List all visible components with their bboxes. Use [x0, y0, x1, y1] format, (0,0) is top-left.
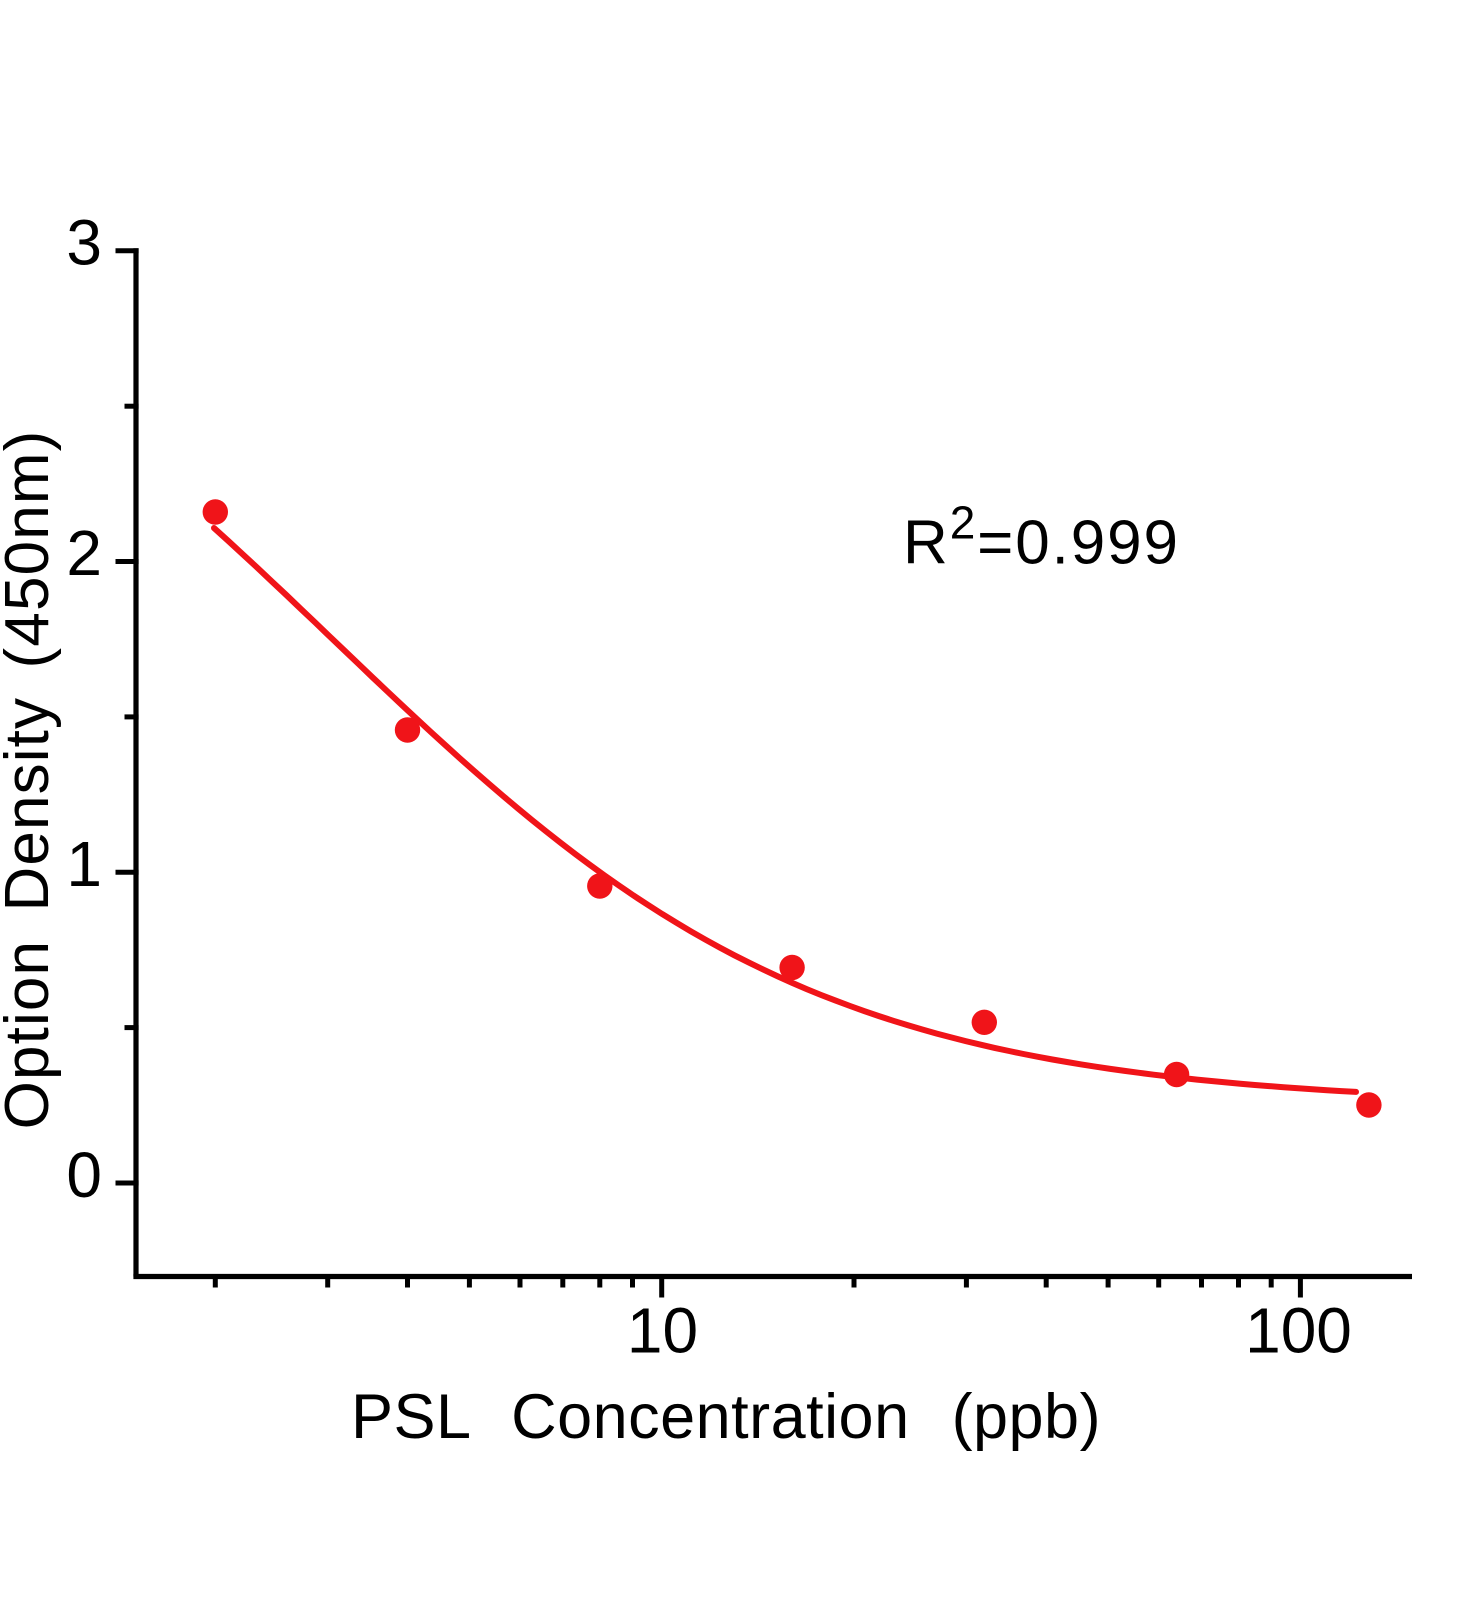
svg-text:0: 0	[66, 1139, 102, 1211]
svg-text:10: 10	[627, 1294, 698, 1366]
svg-text:Option Density (450nm): Option Density (450nm)	[0, 430, 62, 1130]
svg-text:R2=0.999: R2=0.999	[903, 497, 1180, 578]
svg-text:3: 3	[66, 207, 102, 279]
svg-text:100: 100	[1245, 1294, 1352, 1366]
svg-text:PSL Concentration (ppb): PSL Concentration (ppb)	[351, 1382, 1101, 1452]
svg-text:2: 2	[66, 517, 102, 589]
svg-text:1: 1	[66, 828, 102, 900]
